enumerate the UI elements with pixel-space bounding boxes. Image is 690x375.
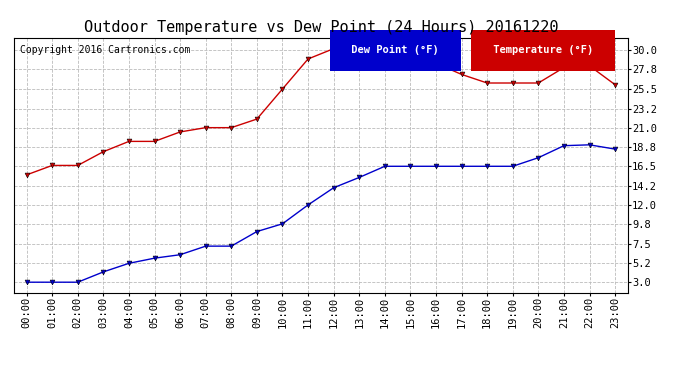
- Text: Dew Point (°F): Dew Point (°F): [346, 45, 446, 55]
- Title: Outdoor Temperature vs Dew Point (24 Hours) 20161220: Outdoor Temperature vs Dew Point (24 Hou…: [83, 20, 558, 35]
- Text: Copyright 2016 Cartronics.com: Copyright 2016 Cartronics.com: [20, 45, 190, 55]
- Text: Temperature (°F): Temperature (°F): [486, 45, 599, 55]
